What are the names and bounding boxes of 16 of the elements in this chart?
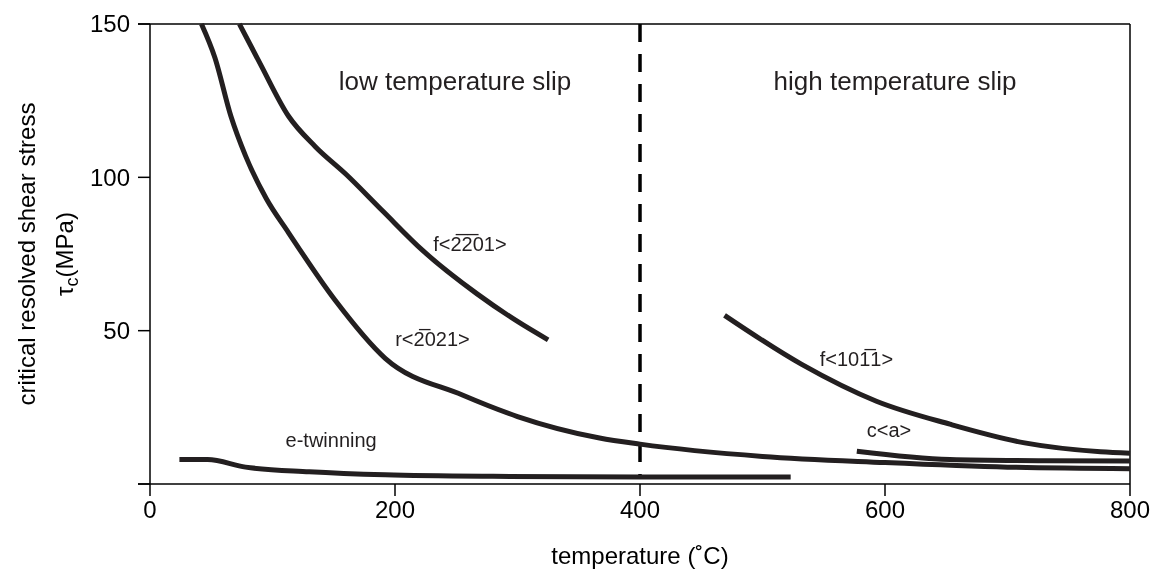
x-tick-label: 0 [143, 496, 157, 523]
series-label: f<2̅2̅01> [433, 232, 507, 255]
annotation: high temperature slip [773, 66, 1017, 96]
series-label: e-twinning [285, 429, 377, 452]
series-label: f<101̅1> [819, 348, 894, 371]
x-tick-label: 200 [374, 496, 416, 523]
annotation: low temperature slip [338, 66, 572, 96]
x-tick-label: 600 [864, 496, 906, 523]
y-tick-label: 50 [103, 317, 130, 345]
x-axis-title: temperature (˚C) [551, 542, 729, 569]
y-tick-label: 100 [89, 163, 130, 191]
x-tick-label: 800 [1109, 496, 1151, 523]
x-tick-label: 400 [619, 496, 661, 523]
y-tick-label: 150 [89, 10, 130, 38]
series-label: r<2̅021> [395, 328, 470, 351]
series-label: c<a> [866, 419, 912, 442]
